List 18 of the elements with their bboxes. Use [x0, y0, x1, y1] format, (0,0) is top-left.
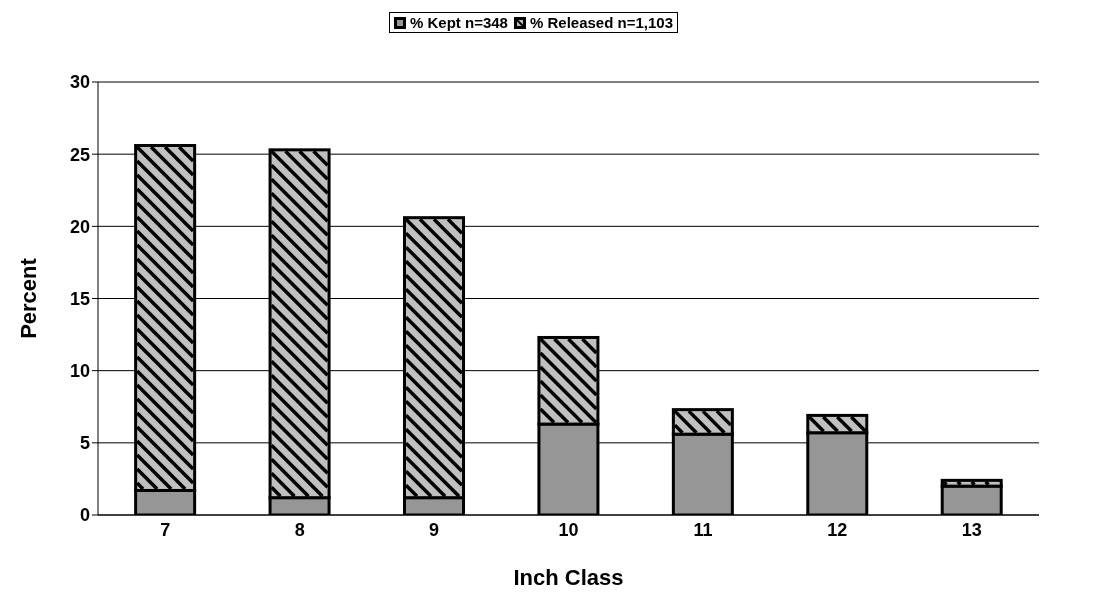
- x-tick-label: 10: [558, 519, 579, 540]
- legend-label: % Released n=1,103: [528, 14, 673, 31]
- y-tick-label: 20: [69, 216, 90, 237]
- x-tick-label: 9: [429, 519, 440, 540]
- y-tick-label: 25: [69, 144, 90, 165]
- x-tick-label: 8: [294, 519, 305, 540]
- y-tick-label: 15: [69, 288, 90, 309]
- y-tick-label: 30: [69, 72, 90, 93]
- x-axis-title: Inch Class: [513, 565, 624, 590]
- x-tick-label: 12: [827, 519, 848, 540]
- y-axis-title: Percent: [15, 257, 41, 339]
- y-tick-label: 5: [79, 433, 90, 454]
- y-tick-label: 0: [79, 505, 90, 526]
- legend-label: % Kept n=348: [409, 14, 508, 31]
- x-tick-label: 7: [160, 519, 171, 540]
- x-tick-label: 13: [961, 519, 982, 540]
- y-tick-label: 10: [69, 361, 90, 382]
- x-tick-label: 11: [693, 519, 713, 540]
